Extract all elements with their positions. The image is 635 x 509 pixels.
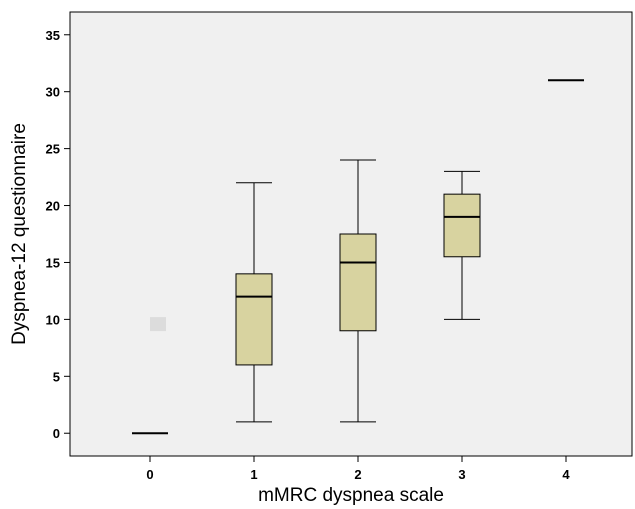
outlier-series	[150, 317, 166, 332]
y-axis-label: Dyspnea-12 questionnaire	[9, 123, 30, 345]
iqr-box	[235, 273, 273, 366]
x-axis-label: mMRC dyspnea scale	[258, 485, 444, 506]
x-tick-label-3: 3	[458, 467, 465, 482]
x-axis: 0 1 2 3 4	[146, 456, 570, 482]
y-tick-label-25: 25	[46, 142, 60, 157]
y-tick-label-5: 5	[53, 369, 60, 384]
y-tick-label-10: 10	[46, 312, 60, 327]
y-tick-label-35: 35	[46, 28, 60, 43]
y-tick-label-30: 30	[46, 85, 60, 100]
box-category-2	[339, 159, 377, 423]
box-series	[132, 79, 584, 435]
outlier-marker	[150, 317, 166, 332]
y-tick-label-0: 0	[53, 426, 60, 441]
box-category-3	[443, 170, 481, 320]
y-tick-label-20: 20	[46, 199, 60, 214]
y-axis: 0 5 10 15 20 25 30 35	[46, 28, 70, 441]
iqr-box	[339, 233, 377, 332]
box-category-1	[235, 182, 273, 423]
x-tick-label-0: 0	[146, 467, 153, 482]
x-tick-label-2: 2	[354, 467, 361, 482]
x-tick-label-4: 4	[562, 467, 570, 482]
x-tick-label-1: 1	[250, 467, 257, 482]
iqr-box	[443, 193, 481, 258]
y-tick-label-15: 15	[46, 255, 60, 270]
